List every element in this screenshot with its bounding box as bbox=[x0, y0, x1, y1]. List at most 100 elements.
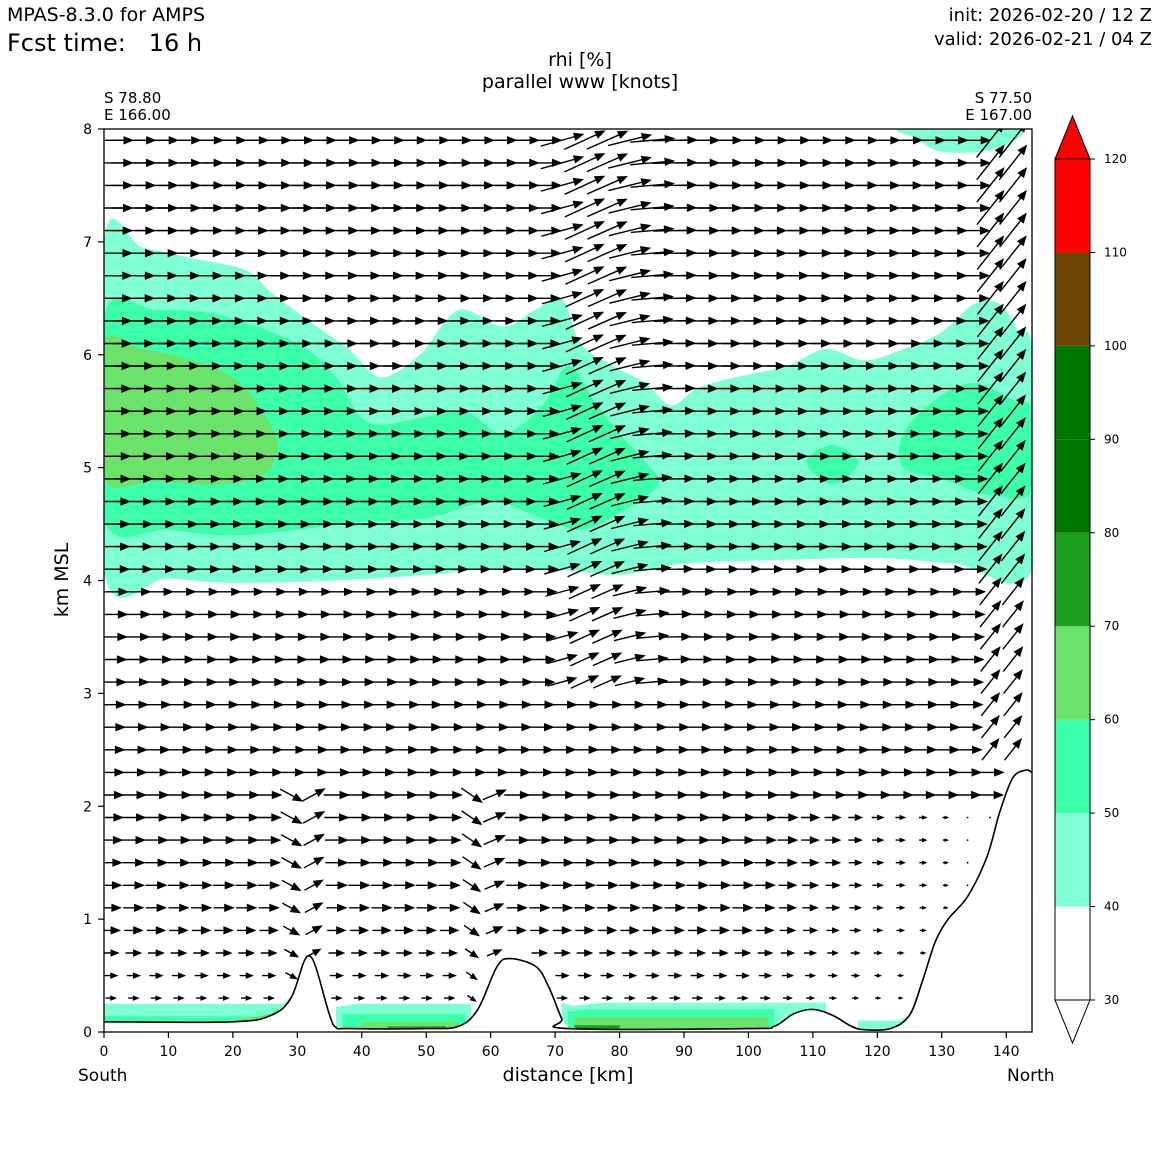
wind-vector bbox=[389, 700, 420, 709]
wind-vector bbox=[895, 814, 907, 821]
wind-vector bbox=[978, 553, 1003, 584]
wind-vector bbox=[976, 280, 1004, 315]
wind-vector bbox=[413, 745, 442, 755]
wind-vector bbox=[546, 653, 579, 665]
wind-vector bbox=[794, 655, 827, 664]
wind-vector bbox=[709, 903, 731, 913]
wind-vector bbox=[760, 995, 771, 1001]
wind-vector bbox=[456, 655, 489, 664]
wind-vector bbox=[942, 860, 949, 865]
wind-vector bbox=[638, 745, 667, 755]
wind-vector bbox=[149, 972, 164, 979]
wind-vector bbox=[463, 924, 481, 937]
wind-vector bbox=[144, 858, 169, 867]
wind-vector bbox=[639, 768, 667, 777]
wind-vector bbox=[277, 722, 307, 732]
wind-vector bbox=[344, 700, 375, 709]
wind-vector bbox=[441, 949, 459, 957]
wind-vector bbox=[165, 768, 193, 777]
wind-vector bbox=[848, 882, 863, 889]
wind-vector bbox=[479, 700, 510, 709]
wind-vector bbox=[564, 153, 606, 173]
wind-vector bbox=[564, 243, 605, 263]
wind-vector bbox=[141, 700, 172, 709]
wind-vector bbox=[462, 856, 482, 870]
wind-vector bbox=[886, 722, 916, 732]
wind-vector bbox=[372, 926, 392, 935]
wind-vector bbox=[543, 449, 582, 463]
wind-vector bbox=[540, 177, 585, 192]
wind-vector bbox=[214, 926, 234, 935]
wind-vector bbox=[998, 144, 1028, 181]
wind-vector bbox=[280, 811, 303, 825]
wind-vector bbox=[752, 790, 779, 800]
wind-vector bbox=[104, 790, 125, 800]
wind-vector bbox=[839, 655, 872, 664]
wind-vector bbox=[567, 560, 603, 578]
wind-vector bbox=[575, 926, 595, 935]
wind-vector bbox=[886, 745, 915, 755]
wind-vector bbox=[930, 677, 962, 687]
start-lon: E 166.00 bbox=[104, 106, 171, 124]
wind-vector bbox=[504, 790, 531, 800]
wind-vector bbox=[187, 768, 216, 777]
wind-vector bbox=[686, 858, 710, 867]
wind-vector bbox=[208, 700, 240, 709]
wind-vector bbox=[728, 722, 758, 732]
y-tick-label: 0 bbox=[83, 1025, 92, 1041]
wind-vector bbox=[209, 722, 239, 732]
wind-vector bbox=[322, 745, 352, 755]
wind-vector bbox=[577, 972, 593, 979]
wind-vector bbox=[253, 655, 286, 664]
x-tick-label: 110 bbox=[800, 1044, 827, 1060]
x-tick-label: 40 bbox=[353, 1044, 371, 1060]
wind-vector bbox=[414, 790, 441, 800]
wind-vector bbox=[478, 655, 511, 664]
wind-vector bbox=[848, 836, 864, 844]
wind-vector bbox=[218, 995, 230, 1001]
wind-vector bbox=[777, 835, 799, 845]
wind-vector bbox=[872, 882, 885, 889]
wind-vector bbox=[608, 178, 652, 192]
wind-vector bbox=[237, 926, 257, 935]
wind-vector bbox=[124, 926, 144, 935]
colorbar-tick-label: 120 bbox=[1104, 152, 1127, 166]
wind-vector bbox=[542, 426, 583, 440]
wind-vector bbox=[754, 858, 777, 867]
wind-vector bbox=[948, 474, 989, 484]
wind-vector bbox=[465, 971, 478, 981]
wind-vector bbox=[864, 768, 892, 777]
wind-vector bbox=[569, 700, 601, 709]
wind-vector bbox=[565, 334, 604, 353]
model-title: MPAS-8.3.0 for AMPS bbox=[7, 4, 206, 26]
wind-vector bbox=[417, 926, 437, 935]
wind-vector bbox=[566, 515, 603, 533]
wind-vector bbox=[683, 722, 713, 732]
wind-vector bbox=[607, 133, 653, 147]
wind-vector bbox=[771, 655, 805, 664]
wind-vector bbox=[977, 485, 1003, 517]
wind-vector bbox=[143, 790, 170, 800]
wind-vector bbox=[999, 326, 1027, 360]
wind-vector bbox=[953, 722, 984, 732]
wind-vector bbox=[683, 745, 712, 755]
wind-vector bbox=[570, 745, 600, 755]
wind-vector bbox=[304, 879, 325, 891]
wind-vector bbox=[443, 995, 456, 1001]
wind-vector bbox=[614, 676, 646, 687]
wind-vector bbox=[704, 677, 736, 687]
wind-vector bbox=[749, 677, 782, 687]
wind-vector bbox=[166, 835, 192, 845]
wind-vector bbox=[659, 655, 692, 664]
wind-vector bbox=[457, 700, 488, 709]
wind-vector bbox=[327, 926, 347, 935]
wind-vector bbox=[872, 859, 885, 866]
wind-vector bbox=[887, 768, 915, 777]
x-tick-label: 60 bbox=[482, 1044, 500, 1060]
wind-vector bbox=[235, 858, 259, 867]
wind-vector bbox=[871, 837, 885, 844]
wind-vector bbox=[589, 538, 626, 555]
wind-vector bbox=[865, 790, 892, 800]
wind-vector bbox=[948, 429, 989, 439]
wind-vector bbox=[365, 655, 399, 664]
